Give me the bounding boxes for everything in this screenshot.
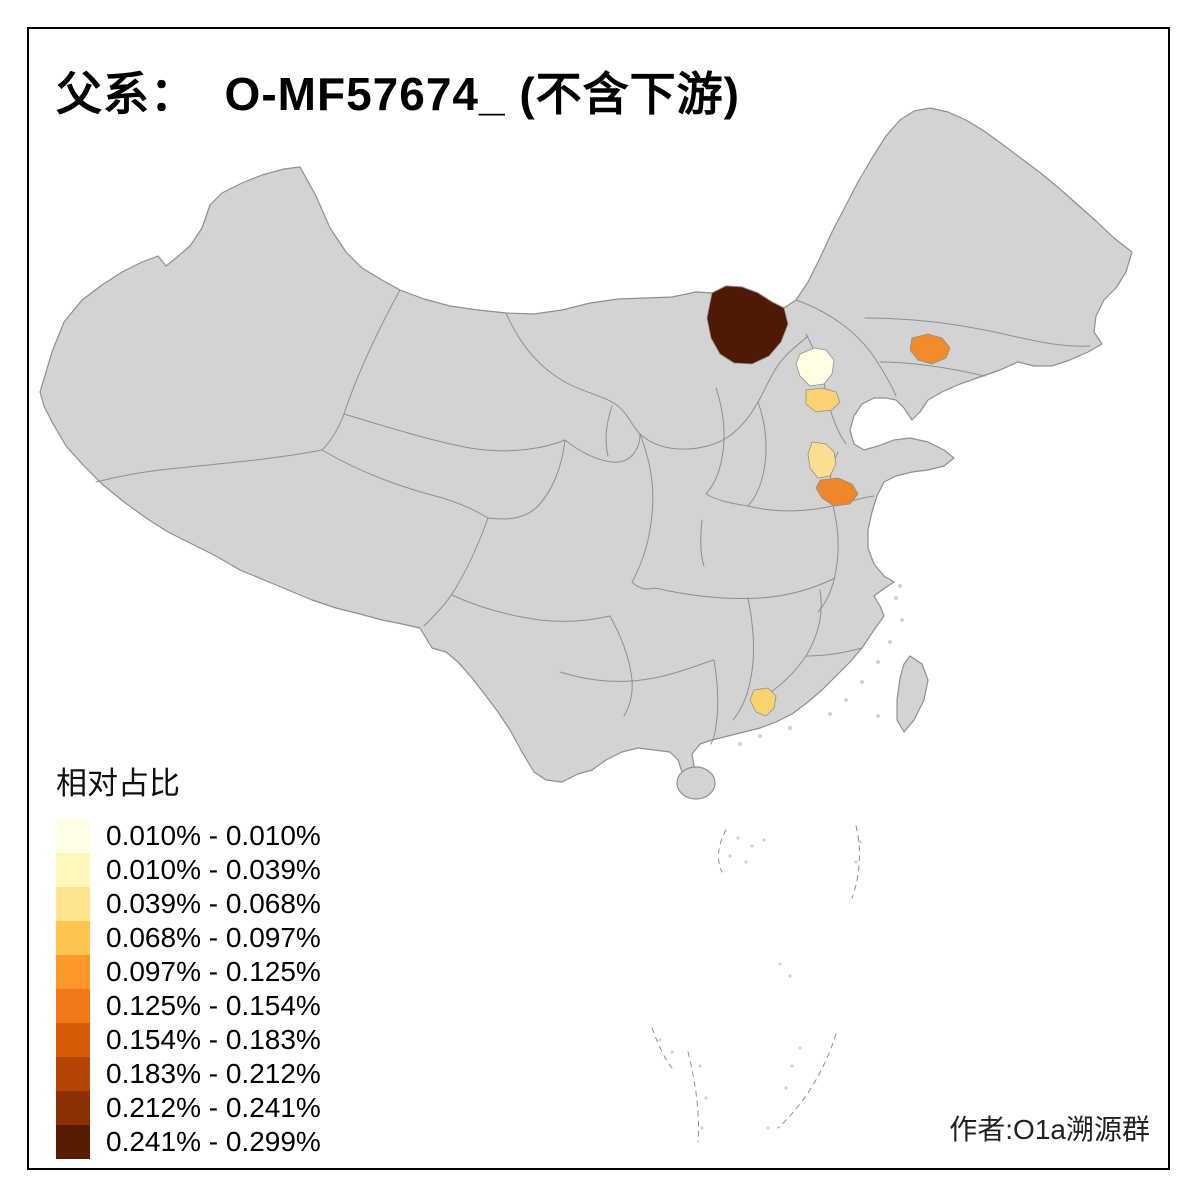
legend-label: 0.241% - 0.299% <box>106 1126 321 1157</box>
legend-swatch <box>56 853 90 887</box>
legend-item: 0.212% - 0.241% <box>56 1091 321 1125</box>
legend-swatch <box>56 887 90 921</box>
legend-label: 0.010% - 0.010% <box>106 820 321 851</box>
legend-label: 0.183% - 0.212% <box>106 1058 321 1089</box>
hainan-island <box>676 766 716 800</box>
legend-swatch <box>56 955 90 989</box>
legend-swatch <box>56 921 90 955</box>
legend-label: 0.068% - 0.097% <box>106 922 321 953</box>
legend-label: 0.039% - 0.068% <box>106 888 321 919</box>
legend-swatch <box>56 819 90 853</box>
south-china-sea-islands <box>658 836 862 1130</box>
legend-item: 0.010% - 0.010% <box>56 819 321 853</box>
legend-item: 0.097% - 0.125% <box>56 955 321 989</box>
legend-label: 0.212% - 0.241% <box>106 1092 321 1123</box>
legend-item: 0.125% - 0.154% <box>56 989 321 1023</box>
map-highlight-north-border-region <box>706 285 789 365</box>
legend-item: 0.068% - 0.097% <box>56 921 321 955</box>
map-highlight-beijing-region <box>795 347 835 387</box>
map-highlight-hebei-tianjin-region <box>805 387 841 413</box>
map-highlight-jiangsu-region <box>815 477 859 507</box>
legend-label: 0.154% - 0.183% <box>106 1024 321 1055</box>
map-highlight-shandong-region <box>807 441 837 479</box>
legend-item: 0.039% - 0.068% <box>56 887 321 921</box>
legend-label: 0.125% - 0.154% <box>106 990 321 1021</box>
south-china-sea-dashed-lines <box>651 825 860 1143</box>
map-title: 父系： O-MF57674_ (不含下游) <box>56 68 740 120</box>
legend-item: 0.241% - 0.299% <box>56 1125 321 1159</box>
legend-title: 相对占比 <box>56 766 180 801</box>
attribution-text: 作者:O1a溯源群 <box>949 1114 1150 1145</box>
map-highlight-guangdong-region <box>749 687 777 717</box>
legend-item: 0.154% - 0.183% <box>56 1023 321 1057</box>
legend-items: 0.010% - 0.010% 0.010% - 0.039% 0.039% - 0… <box>56 819 321 1159</box>
legend-item: 0.183% - 0.212% <box>56 1057 321 1091</box>
mainland-outline <box>39 107 1133 783</box>
legend-label: 0.097% - 0.125% <box>106 956 321 987</box>
legend-swatch <box>56 1125 90 1159</box>
legend-swatch <box>56 989 90 1023</box>
taiwan-island <box>896 655 929 733</box>
legend-swatch <box>56 1023 90 1057</box>
highlighted-regions <box>706 285 951 717</box>
map-highlight-liaoning-region <box>909 333 951 365</box>
map-layer <box>39 107 1133 1143</box>
legend: 相对占比 0.010% - 0.010% 0.010% - 0.039% 0.039… <box>56 758 321 1159</box>
coastal-islands <box>738 584 904 746</box>
legend-swatch <box>56 1091 90 1125</box>
legend-label: 0.010% - 0.039% <box>106 854 321 885</box>
legend-swatch <box>56 1057 90 1091</box>
legend-item: 0.010% - 0.039% <box>56 853 321 887</box>
province-borders <box>95 289 1091 745</box>
